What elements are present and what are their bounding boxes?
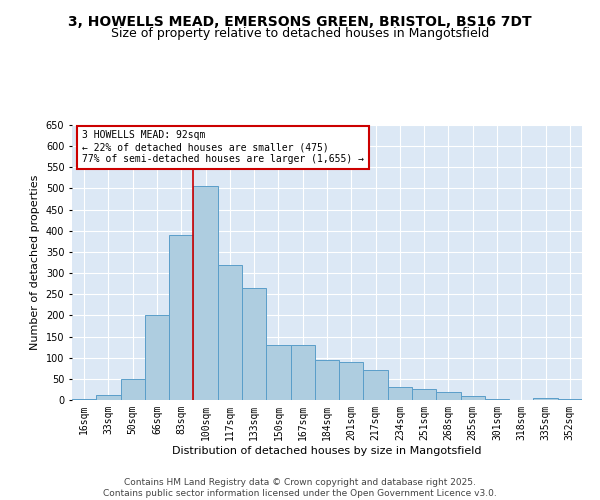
Bar (339, 362, 364, 400)
Bar (96, 395, 121, 400)
Bar (485, 399, 509, 400)
Bar (412, 390, 436, 400)
Bar (315, 360, 339, 400)
Bar (193, 186, 218, 400)
Text: Contains HM Land Registry data © Crown copyright and database right 2025.
Contai: Contains HM Land Registry data © Crown c… (103, 478, 497, 498)
Bar (388, 388, 412, 400)
Bar (145, 316, 169, 400)
Text: Size of property relative to detached houses in Mangotsfield: Size of property relative to detached ho… (111, 28, 489, 40)
Bar (218, 264, 242, 400)
Bar (558, 399, 582, 400)
Bar (266, 345, 290, 400)
Bar (169, 235, 193, 400)
Bar (461, 396, 485, 400)
Text: 3 HOWELLS MEAD: 92sqm
← 22% of detached houses are smaller (475)
77% of semi-det: 3 HOWELLS MEAD: 92sqm ← 22% of detached … (82, 130, 364, 164)
Bar (436, 392, 461, 400)
Bar (72, 399, 96, 400)
Bar (242, 288, 266, 400)
Bar (364, 370, 388, 400)
Text: 3, HOWELLS MEAD, EMERSONS GREEN, BRISTOL, BS16 7DT: 3, HOWELLS MEAD, EMERSONS GREEN, BRISTOL… (68, 15, 532, 29)
Y-axis label: Number of detached properties: Number of detached properties (30, 175, 40, 350)
X-axis label: Distribution of detached houses by size in Mangotsfield: Distribution of detached houses by size … (172, 446, 482, 456)
Bar (533, 398, 558, 400)
Bar (121, 379, 145, 400)
Bar (290, 345, 315, 400)
